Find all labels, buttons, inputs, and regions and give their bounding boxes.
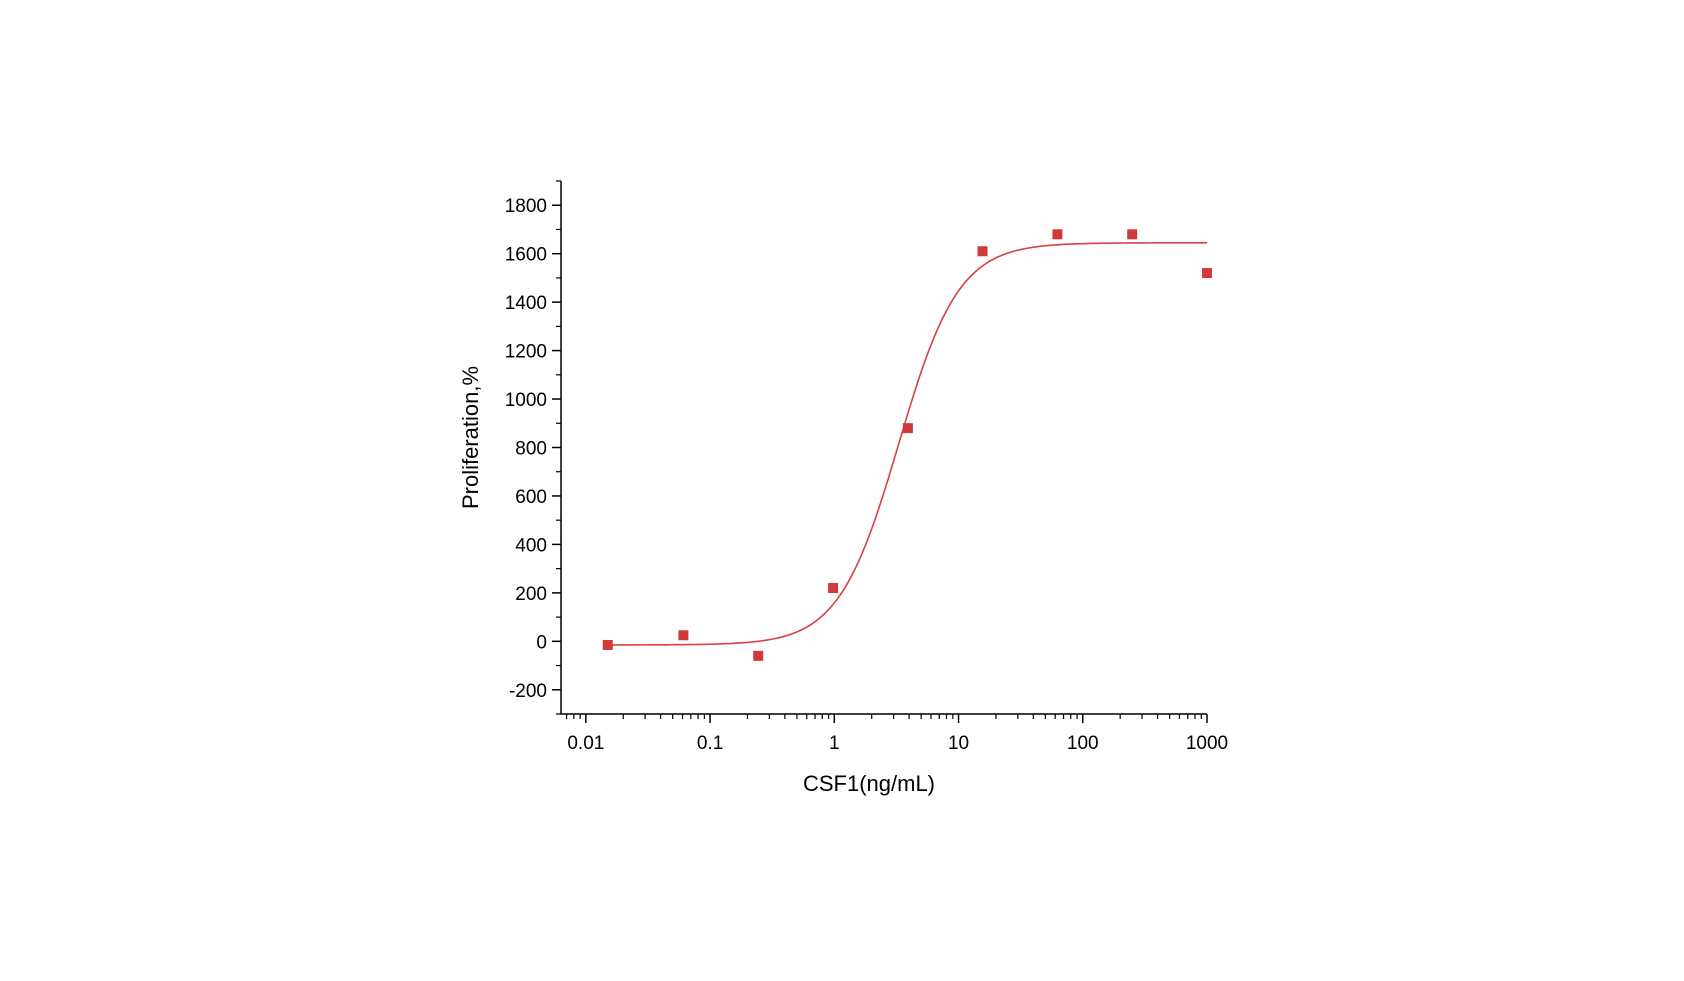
data-point: [977, 246, 988, 257]
data-point: [753, 650, 764, 661]
y-tick-label: 1200: [505, 342, 547, 363]
data-point: [602, 639, 613, 650]
x-tick-label: 1000: [1186, 733, 1228, 754]
fit-curve: [607, 241, 1207, 646]
x-tick-label: 100: [1067, 733, 1099, 754]
y-tick-label: 600: [515, 487, 547, 508]
y-axis-title: Proliferation,%: [458, 366, 483, 509]
y-tick-label: 400: [515, 535, 547, 556]
x-tick-label: 0.1: [697, 733, 723, 754]
y-tick-label: -200: [509, 681, 547, 702]
y-tick-label: 0: [536, 632, 547, 653]
data-point: [1127, 229, 1138, 240]
y-tick-label: 1000: [505, 390, 547, 411]
data-points-layer: [602, 229, 1212, 661]
fit-curve-layer: [607, 241, 1207, 646]
data-point: [1202, 268, 1212, 279]
x-axis-title: CSF1(ng/mL): [803, 771, 935, 796]
y-tick-label: 800: [515, 439, 547, 460]
y-tick-label: 1600: [505, 245, 547, 266]
data-point: [828, 583, 839, 594]
data-point: [1052, 229, 1063, 240]
data-point: [678, 630, 689, 641]
y-tick-label: 200: [515, 584, 547, 605]
data-point: [902, 423, 913, 434]
x-tick-label: 10: [948, 733, 969, 754]
x-tick-label: 1: [829, 733, 840, 754]
axes: -200 0 200 400 600 800 1000 1200 1400 1600 1800 0.0…: [505, 180, 1228, 754]
y-tick-label: 1400: [505, 293, 547, 314]
x-tick-label: 0.01: [567, 733, 604, 754]
y-tick-label: 1800: [505, 196, 547, 217]
